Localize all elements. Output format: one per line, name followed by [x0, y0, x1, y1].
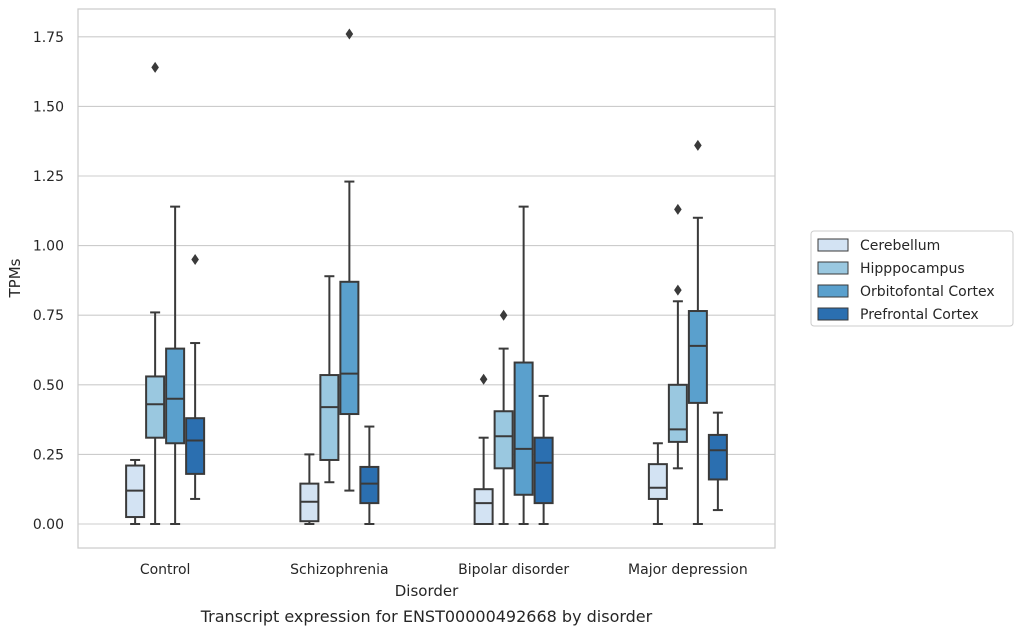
- box-iqr: [667, 383, 688, 443]
- legend-swatch: [817, 261, 849, 275]
- y-tick-label: 0.00: [33, 517, 64, 533]
- legend-swatch: [817, 284, 849, 298]
- y-tick-label: 0.50: [33, 378, 64, 394]
- box-iqr: [339, 280, 360, 416]
- box-iqr: [319, 374, 340, 461]
- box-cerebellum: [299, 453, 320, 525]
- box-iqr: [647, 463, 668, 500]
- plot-frame: [77, 8, 776, 549]
- outlier-point: [499, 309, 508, 321]
- y-tick-label: 1.75: [33, 30, 64, 46]
- x-tick-label: Control: [140, 562, 191, 578]
- box-iqr: [493, 410, 514, 470]
- box-prefrontal-cortex: [359, 425, 380, 525]
- outlier-point: [151, 61, 159, 73]
- y-tick-label: 0.75: [33, 308, 64, 324]
- box-iqr: [145, 375, 166, 439]
- chart-caption: Transcript expression for ENST0000049266…: [200, 607, 653, 626]
- y-tick-label: 0.25: [33, 447, 64, 463]
- y-axis-label: TPMs: [6, 258, 24, 298]
- x-axis-label: Disorder: [395, 582, 459, 600]
- box-prefrontal-cortex: [707, 411, 728, 512]
- box-cerebellum: [473, 373, 494, 526]
- outlier-point: [191, 254, 199, 266]
- legend: Cerebellum Hipppocampus Orbitofontal Corte…: [810, 230, 1014, 327]
- box-prefrontal-cortex: [533, 394, 554, 525]
- box-iqr: [473, 488, 494, 526]
- box-hipppocampus: [493, 309, 514, 525]
- legend-frame: [810, 230, 1014, 327]
- y-tick-label: 1.50: [33, 99, 64, 115]
- outlier-point: [345, 28, 354, 40]
- x-tick-label: Schizophrenia: [290, 562, 388, 578]
- y-tick-labels: 0.00 0.25 0.50 0.75 1.00 1.25 1.50 1.75: [33, 30, 64, 533]
- legend-label: Prefrontal Cortex: [860, 307, 979, 323]
- legend-label: Orbitofontal Cortex: [860, 284, 995, 300]
- box-orbitofontal-cortex: [165, 205, 186, 525]
- box-iqr: [359, 465, 380, 505]
- outlier-point: [479, 373, 488, 385]
- box-orbitofontal-cortex: [687, 139, 708, 525]
- x-tick-label: Major depression: [628, 562, 748, 578]
- box-iqr: [533, 436, 554, 505]
- box-iqr: [707, 433, 728, 481]
- legend-label: Cerebellum: [860, 238, 940, 254]
- x-tick-labels: Control Schizophrenia Bipolar disorder Majo…: [140, 562, 748, 578]
- outlier-point: [694, 139, 702, 151]
- legend-swatch: [817, 307, 849, 321]
- legend-swatch: [817, 238, 849, 252]
- box-prefrontal-cortex: [185, 254, 206, 500]
- outlier-point: [674, 203, 682, 215]
- outlier-point: [674, 284, 682, 296]
- box-iqr: [185, 417, 206, 475]
- box-orbitofontal-cortex: [513, 205, 534, 525]
- x-tick-label: Bipolar disorder: [458, 562, 569, 578]
- box-iqr: [513, 361, 534, 496]
- box-iqr: [687, 310, 708, 404]
- box-hipppocampus: [145, 61, 166, 525]
- box-cerebellum: [647, 442, 668, 525]
- box-hipppocampus: [319, 275, 340, 484]
- box-hipppocampus: [667, 203, 688, 470]
- box-plots: [125, 28, 728, 526]
- box-cerebellum: [125, 458, 146, 525]
- legend-label: Hipppocampus: [860, 261, 965, 277]
- box-orbitofontal-cortex: [339, 28, 360, 492]
- box-iqr: [165, 347, 186, 445]
- y-tick-label: 1.25: [33, 169, 64, 185]
- grid-lines: [78, 36, 775, 525]
- y-tick-label: 1.00: [33, 239, 64, 255]
